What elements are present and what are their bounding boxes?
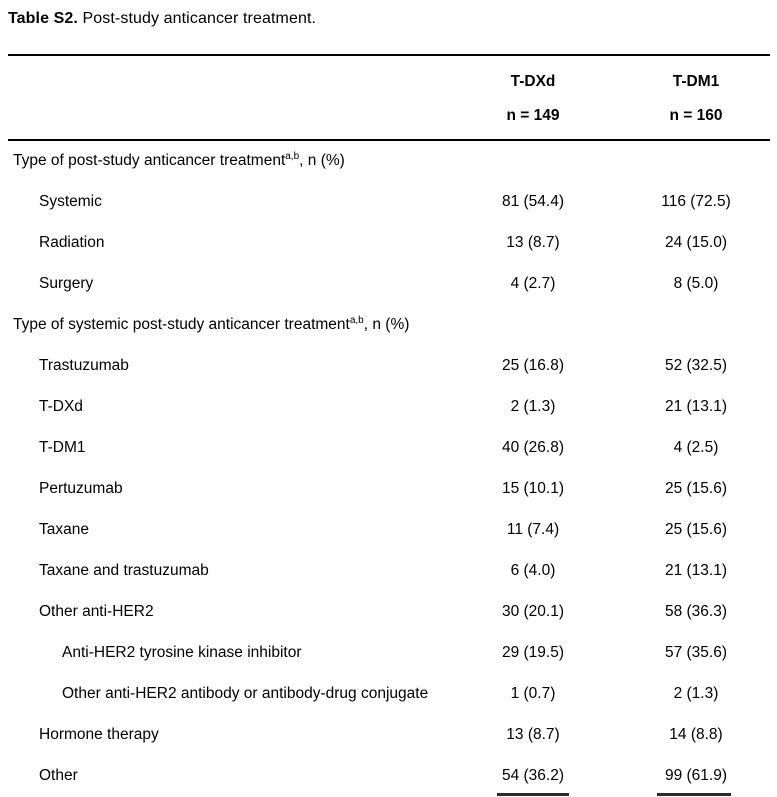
table-row: Systemic 81 (54.4) 116 (72.5) (8, 181, 770, 222)
row-label: Pertuzumab (39, 479, 123, 497)
cell-value: 6 (4.0) (510, 561, 556, 579)
table-caption: Table S2. Post-study anticancer treatmen… (8, 9, 777, 29)
cell-value: 13 (8.7) (506, 725, 560, 743)
cell-value: 29 (19.5) (501, 643, 565, 661)
table-row: Radiation 13 (8.7) 24 (15.0) (8, 222, 770, 263)
section-header-row: Type of post-study anticancer treatmenta… (8, 140, 770, 181)
row-label: Trastuzumab (39, 356, 129, 374)
row-label: T-DXd (39, 397, 83, 415)
row-label: Radiation (39, 233, 105, 251)
header-n-tdxd: n = 149 (506, 107, 560, 124)
table-row: T-DM1 40 (26.8) 4 (2.5) (8, 427, 770, 468)
cell-value: 11 (7.4) (506, 520, 560, 538)
footnote-marker: a,b (285, 150, 300, 162)
table-row: Other 54 (36.2) 99 (61.9) (8, 755, 770, 796)
cell-value: 21 (13.1) (664, 561, 728, 579)
section-header-row: Type of systemic post-study anticancer t… (8, 304, 770, 345)
table-row: T-DXd 2 (1.3) 21 (13.1) (8, 386, 770, 427)
header-row-n-counts: n = 149 n = 160 (8, 99, 770, 140)
table-header: T-DXd T-DM1 n = 149 n = 160 (8, 55, 770, 140)
cell-value: 81 (54.4) (501, 192, 565, 210)
cell-value: 30 (20.1) (501, 602, 565, 620)
cell-value: 25 (15.6) (664, 479, 728, 497)
row-label: Systemic (39, 192, 102, 210)
cell-value (622, 304, 770, 345)
row-label: T-DM1 (39, 438, 86, 456)
header-n-tdm1: n = 160 (669, 107, 723, 124)
header-col-tdm1: T-DM1 (672, 72, 720, 90)
row-label: Type of post-study anticancer treatmenta… (13, 150, 345, 169)
cell-value: 58 (36.3) (664, 602, 728, 620)
clipped-next-row-fragment (657, 793, 731, 796)
cell-value: 25 (16.8) (501, 356, 565, 374)
table-row: Taxane and trastuzumab 6 (4.0) 21 (13.1) (8, 550, 770, 591)
cell-value: 8 (5.0) (673, 274, 719, 292)
cell-value: 57 (35.6) (664, 643, 728, 661)
header-row-arm-names: T-DXd T-DM1 (8, 55, 770, 99)
cell-value: 25 (15.6) (664, 520, 728, 538)
table-row: Taxane 11 (7.4) 25 (15.6) (8, 509, 770, 550)
cell-value: 13 (8.7) (506, 233, 560, 251)
cell-value: 116 (72.5) (661, 192, 731, 210)
cell-value: 4 (2.5) (673, 438, 719, 456)
row-label: Other anti-HER2 antibody or antibody-dru… (62, 684, 429, 702)
cell-value: 2 (1.3) (510, 397, 556, 415)
cell-value: 52 (32.5) (664, 356, 728, 374)
header-col-tdxd: T-DXd (510, 72, 556, 90)
table-row: Other anti-HER2 antibody or antibody-dru… (8, 673, 770, 714)
table-row: Hormone therapy 13 (8.7) 14 (8.8) (8, 714, 770, 755)
row-label: Taxane (39, 520, 89, 538)
footnote-marker: a,b (349, 314, 364, 326)
row-label: Anti-HER2 tyrosine kinase inhibitor (62, 643, 302, 661)
row-label: Hormone therapy (39, 725, 159, 743)
table-body: Type of post-study anticancer treatmenta… (8, 140, 770, 796)
cell-value: 24 (15.0) (664, 233, 728, 251)
cell-value (622, 140, 770, 181)
row-label: Other anti-HER2 (39, 602, 154, 620)
cell-value: 99 (61.9) (664, 766, 728, 784)
cell-value: 4 (2.7) (510, 274, 556, 292)
post-study-treatment-table: T-DXd T-DM1 n = 149 n = 160 Type of post… (8, 54, 770, 796)
row-label: Taxane and trastuzumab (39, 561, 209, 579)
cell-value: 40 (26.8) (501, 438, 565, 456)
table-caption-text: Post-study anticancer treatment. (77, 10, 317, 27)
row-label: Type of systemic post-study anticancer t… (13, 314, 410, 333)
table-caption-number: Table S2. (8, 10, 78, 27)
cell-value: 2 (1.3) (673, 684, 719, 702)
table-row: Surgery 4 (2.7) 8 (5.0) (8, 263, 770, 304)
table-row: Trastuzumab 25 (16.8) 52 (32.5) (8, 345, 770, 386)
cell-value: 14 (8.8) (669, 725, 723, 743)
header-empty-cell (8, 55, 444, 99)
cell-value (444, 304, 622, 345)
cell-value: 54 (36.2) (501, 766, 565, 784)
row-label: Other (39, 766, 78, 784)
table-row: Pertuzumab 15 (10.1) 25 (15.6) (8, 468, 770, 509)
cell-value: 15 (10.1) (501, 479, 565, 497)
table-row: Other anti-HER2 30 (20.1) 58 (36.3) (8, 591, 770, 632)
clipped-next-row-fragment (497, 793, 569, 796)
header-empty-cell (8, 99, 444, 140)
cell-value: 1 (0.7) (510, 684, 556, 702)
row-label: Surgery (39, 274, 94, 292)
table-row: Anti-HER2 tyrosine kinase inhibitor 29 (1… (8, 632, 770, 673)
cell-value (444, 140, 622, 181)
cell-value: 21 (13.1) (664, 397, 728, 415)
